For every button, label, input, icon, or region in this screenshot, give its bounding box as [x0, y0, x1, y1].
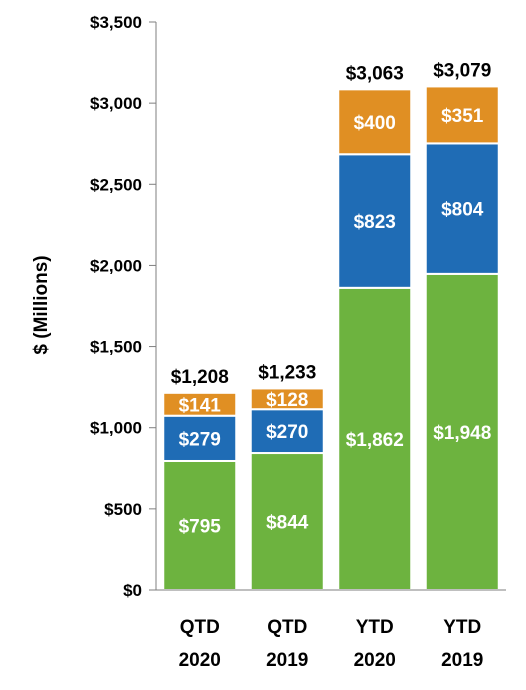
y-tick-label: $1,500 [90, 338, 142, 357]
bar-total-label: $3,079 [433, 60, 491, 81]
bar-segment [424, 272, 500, 591]
bar-value-label: $141 [179, 395, 222, 416]
x-tick-label-year: 2020 [179, 650, 221, 671]
x-axis: QTD 2020 QTD 2019 YTD 2020 YTD 2019 [156, 589, 506, 671]
bar-segment [424, 142, 500, 275]
bar-value-label: $844 [266, 513, 309, 534]
x-tick-label-year: 2019 [266, 650, 308, 671]
x-tick-label-period: YTD [443, 617, 481, 638]
y-tick-label: $3,000 [90, 94, 142, 113]
bar-total-label: $1,233 [258, 362, 316, 383]
bar-value-label: $270 [266, 422, 308, 443]
bar-value-label: $804 [441, 200, 484, 221]
bar-value-label: $1,862 [346, 430, 404, 451]
y-tick-label: $3,500 [90, 13, 142, 32]
bar-segment [162, 459, 238, 591]
y-tick-label: $1,000 [90, 419, 142, 438]
bar-value-label: $1,948 [433, 423, 491, 444]
bar-segment [162, 391, 238, 417]
bar-value-label: $128 [266, 390, 308, 411]
y-axis-label: $ (Millions) [31, 255, 52, 354]
y-tick-label: $2,000 [90, 256, 142, 275]
bar-segment [162, 414, 238, 462]
y-tick-label: $500 [104, 500, 142, 519]
bars: $795 $279 $141 $1,208 $844 $270 $128 $1,233 $1,8… [162, 60, 500, 591]
bar-value-label: $351 [441, 106, 484, 127]
bar-segment [337, 153, 413, 289]
x-tick-label-period: YTD [356, 617, 394, 638]
x-tick-label-period: QTD [267, 617, 307, 638]
bar-value-label: $400 [354, 113, 396, 134]
y-axis: $0 $500 $1,000 $1,500 $2,000 $2,500 $3,000 $3,5… [90, 13, 157, 600]
bar-total-label: $3,063 [346, 63, 404, 84]
x-tick-label-year: 2020 [354, 650, 396, 671]
x-tick-label-year: 2019 [441, 650, 483, 671]
bar-value-label: $279 [179, 429, 221, 450]
y-tick-label: $0 [123, 581, 142, 600]
bar-value-label: $823 [354, 212, 396, 233]
bar-segment [337, 88, 413, 156]
bar-segment [249, 387, 325, 411]
y-tick-label: $2,500 [90, 175, 142, 194]
bar-value-label: $795 [179, 516, 222, 537]
bar-total-label: $1,208 [171, 367, 229, 388]
bar-segment [424, 85, 500, 145]
x-tick-label-period: QTD [180, 617, 220, 638]
